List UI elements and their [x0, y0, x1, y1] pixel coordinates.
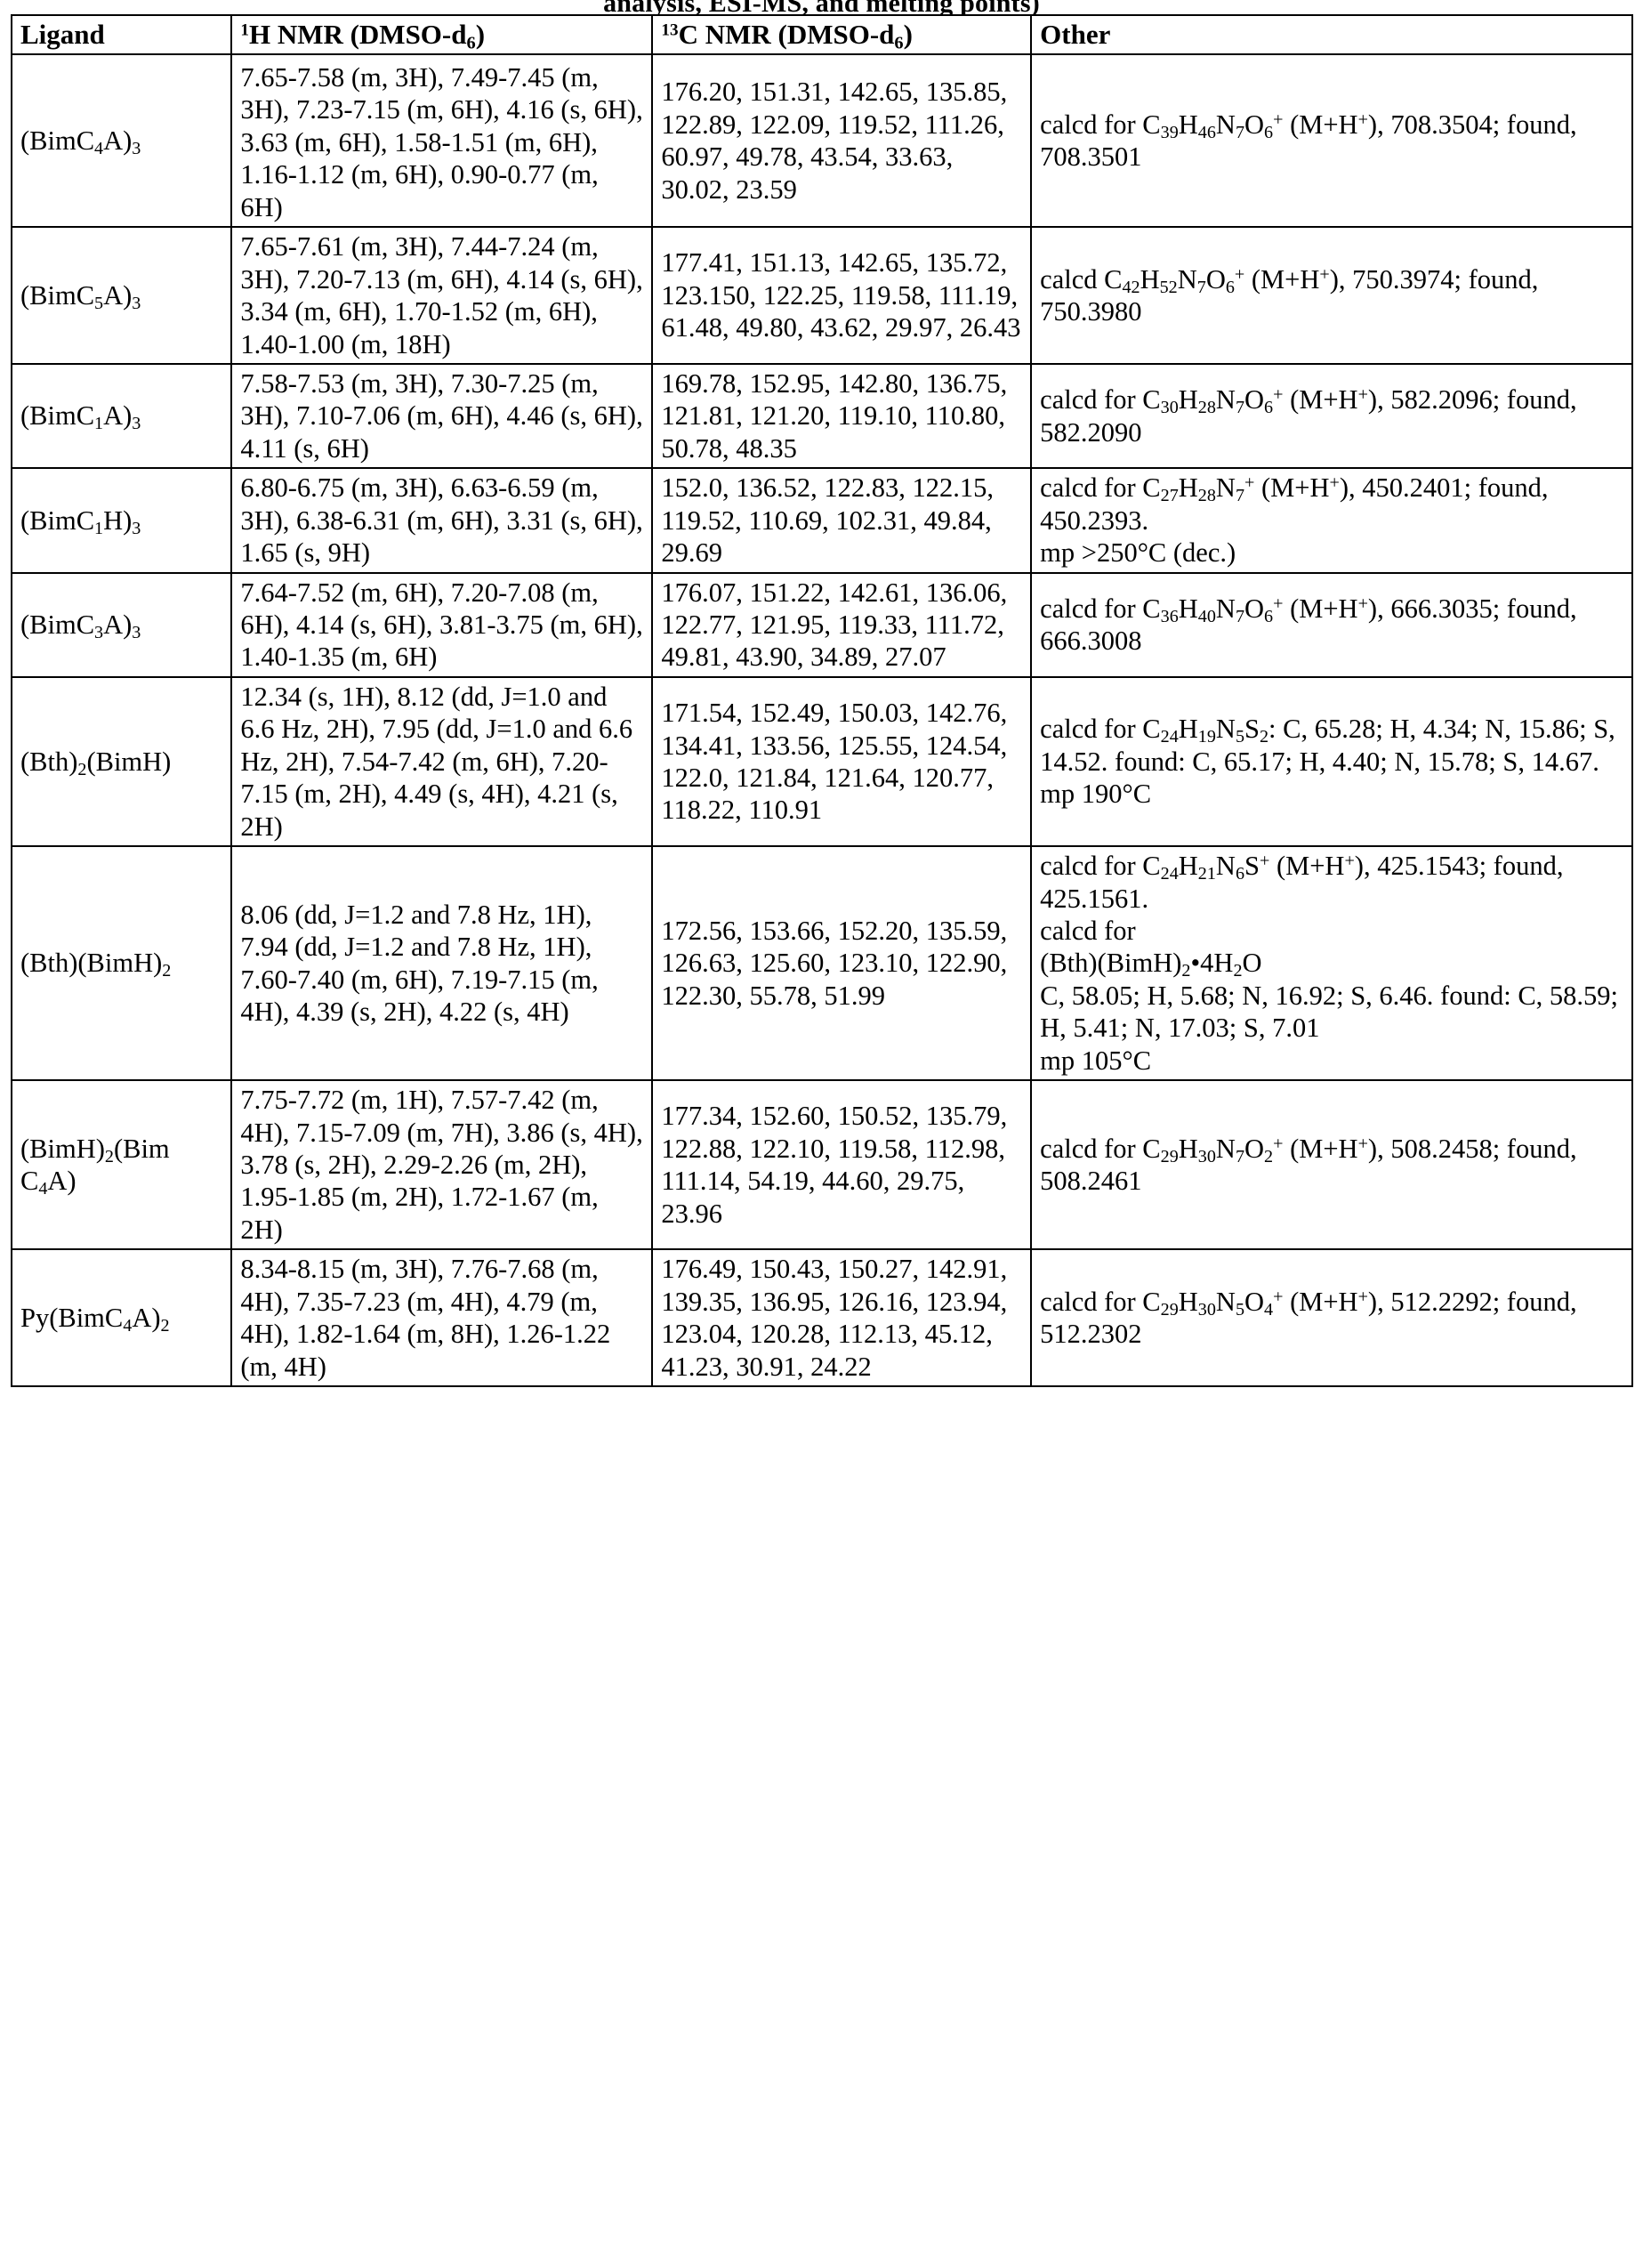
cell-ligand: (BimH)2(Bim C4A)	[12, 1080, 231, 1249]
cell-h-nmr: 8.34-8.15 (m, 3H), 7.76-7.68 (m, 4H), 7.…	[231, 1249, 652, 1386]
cell-ligand: (BimC1H)3	[12, 468, 231, 572]
cell-c-nmr: 176.49, 150.43, 150.27, 142.91, 139.35, …	[652, 1249, 1031, 1386]
column-header-h-nmr: 1H NMR (DMSO-d6)	[231, 15, 652, 54]
cell-c-nmr: 169.78, 152.95, 142.80, 136.75, 121.81, …	[652, 364, 1031, 468]
column-header-ligand: Ligand	[12, 15, 231, 54]
table-row: (Bth)2(BimH)12.34 (s, 1H), 8.12 (dd, J=1…	[12, 677, 1632, 846]
cell-ligand: Py(BimC4A)2	[12, 1249, 231, 1386]
cell-c-nmr: 176.07, 151.22, 142.61, 136.06, 122.77, …	[652, 573, 1031, 677]
cell-h-nmr: 7.65-7.61 (m, 3H), 7.44-7.24 (m, 3H), 7.…	[231, 227, 652, 364]
cell-h-nmr: 7.64-7.52 (m, 6H), 7.20-7.08 (m, 6H), 4.…	[231, 573, 652, 677]
table-row: (Bth)(BimH)28.06 (dd, J=1.2 and 7.8 Hz, …	[12, 846, 1632, 1080]
cell-c-nmr: 176.20, 151.31, 142.65, 135.85, 122.89, …	[652, 54, 1031, 227]
cell-c-nmr: 172.56, 153.66, 152.20, 135.59, 126.63, …	[652, 846, 1031, 1080]
cell-other: calcd for C30H28N7O6+ (M+H+), 582.2096; …	[1031, 364, 1632, 468]
table-row: (BimC1H)36.80-6.75 (m, 3H), 6.63-6.59 (m…	[12, 468, 1632, 572]
cell-other: calcd for C39H46N7O6+ (M+H+), 708.3504; …	[1031, 54, 1632, 227]
table-row: (BimC3A)37.64-7.52 (m, 6H), 7.20-7.08 (m…	[12, 573, 1632, 677]
column-header-c-nmr: 13C NMR (DMSO-d6)	[652, 15, 1031, 54]
cell-other: calcd for C27H28N7+ (M+H+), 450.2401; fo…	[1031, 468, 1632, 572]
cell-other: calcd for C36H40N7O6+ (M+H+), 666.3035; …	[1031, 573, 1632, 677]
cell-h-nmr: 7.75-7.72 (m, 1H), 7.57-7.42 (m, 4H), 7.…	[231, 1080, 652, 1249]
cell-ligand: (Bth)(BimH)2	[12, 846, 231, 1080]
cell-h-nmr: 6.80-6.75 (m, 3H), 6.63-6.59 (m, 3H), 6.…	[231, 468, 652, 572]
cell-h-nmr: 12.34 (s, 1H), 8.12 (dd, J=1.0 and 6.6 H…	[231, 677, 652, 846]
table-row: (BimC5A)37.65-7.61 (m, 3H), 7.44-7.24 (m…	[12, 227, 1632, 364]
table-row: (BimC1A)37.58-7.53 (m, 3H), 7.30-7.25 (m…	[12, 364, 1632, 468]
cell-ligand: (Bth)2(BimH)	[12, 677, 231, 846]
cell-c-nmr: 171.54, 152.49, 150.03, 142.76, 134.41, …	[652, 677, 1031, 846]
cell-other: calcd for C24H21N6S+ (M+H+), 425.1543; f…	[1031, 846, 1632, 1080]
ligand-characterization-table: Ligand 1H NMR (DMSO-d6) 13C NMR (DMSO-d6…	[11, 14, 1633, 1387]
column-header-other: Other	[1031, 15, 1632, 54]
cell-h-nmr: 8.06 (dd, J=1.2 and 7.8 Hz, 1H), 7.94 (d…	[231, 846, 652, 1080]
cell-ligand: (BimC1A)3	[12, 364, 231, 468]
table-row: (BimH)2(Bim C4A)7.75-7.72 (m, 1H), 7.57-…	[12, 1080, 1632, 1249]
cell-ligand: (BimC5A)3	[12, 227, 231, 364]
cell-c-nmr: 177.34, 152.60, 150.52, 135.79, 122.88, …	[652, 1080, 1031, 1249]
cell-ligand: (BimC4A)3	[12, 54, 231, 227]
table-body: (BimC4A)37.65-7.58 (m, 3H), 7.49-7.45 (m…	[12, 54, 1632, 1386]
cell-c-nmr: 177.41, 151.13, 142.65, 135.72, 123.150,…	[652, 227, 1031, 364]
cell-ligand: (BimC3A)3	[12, 573, 231, 677]
cell-h-nmr: 7.58-7.53 (m, 3H), 7.30-7.25 (m, 3H), 7.…	[231, 364, 652, 468]
table-header-row: Ligand 1H NMR (DMSO-d6) 13C NMR (DMSO-d6…	[12, 15, 1632, 54]
cell-other: calcd for C29H30N7O2+ (M+H+), 508.2458; …	[1031, 1080, 1632, 1249]
table-header: Ligand 1H NMR (DMSO-d6) 13C NMR (DMSO-d6…	[12, 15, 1632, 54]
document-page: analysis, ESI-MS, and melting points) Li…	[0, 0, 1643, 2268]
table-row: Py(BimC4A)28.34-8.15 (m, 3H), 7.76-7.68 …	[12, 1249, 1632, 1386]
cell-other: calcd for C24H19N5S2: C, 65.28; H, 4.34;…	[1031, 677, 1632, 846]
cell-other: calcd C42H52N7O6+ (M+H+), 750.3974; foun…	[1031, 227, 1632, 364]
table-row: (BimC4A)37.65-7.58 (m, 3H), 7.49-7.45 (m…	[12, 54, 1632, 227]
cell-c-nmr: 152.0, 136.52, 122.83, 122.15, 119.52, 1…	[652, 468, 1031, 572]
cell-h-nmr: 7.65-7.58 (m, 3H), 7.49-7.45 (m, 3H), 7.…	[231, 54, 652, 227]
cell-other: calcd for C29H30N5O4+ (M+H+), 512.2292; …	[1031, 1249, 1632, 1386]
